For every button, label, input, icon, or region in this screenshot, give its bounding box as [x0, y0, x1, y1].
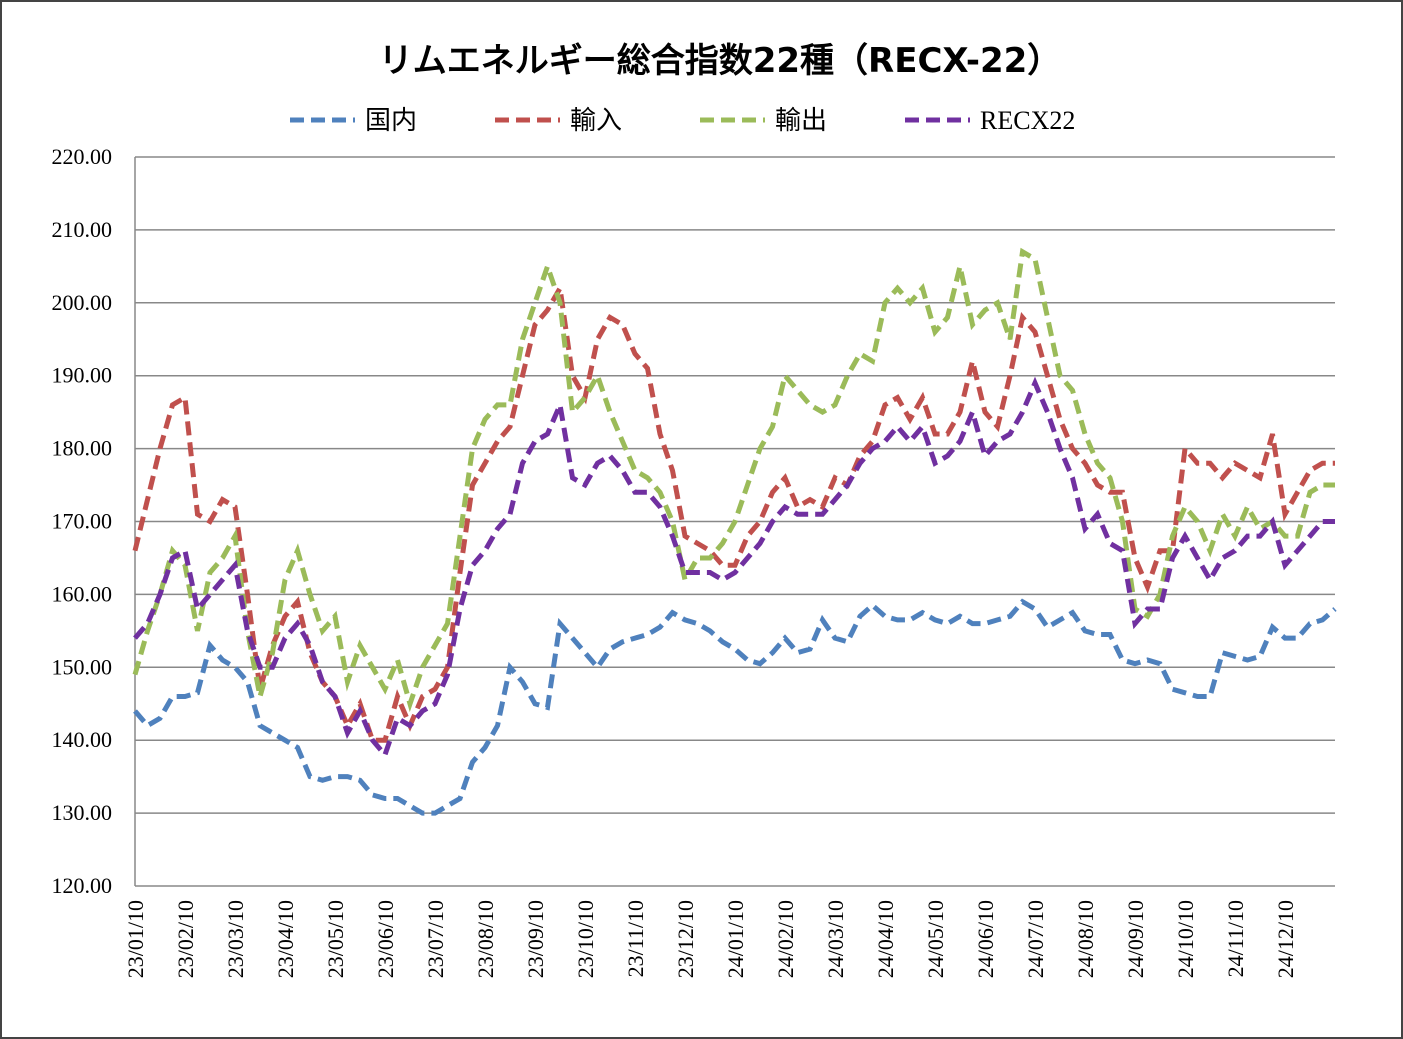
x-tick-label: 23/02/10: [173, 900, 198, 978]
chart-title: リムエネルギー総合指数22種（RECX-22）: [379, 41, 1062, 81]
x-tick-label: 24/03/10: [823, 900, 848, 978]
x-tick-label: 24/09/10: [1123, 900, 1148, 978]
legend-label: 国内: [365, 106, 417, 135]
y-tick-label: 120.00: [52, 873, 113, 898]
x-tick-label: 23/10/10: [573, 900, 598, 978]
y-tick-label: 170.00: [52, 509, 113, 534]
x-tick-label: 24/02/10: [773, 900, 798, 978]
x-tick-label: 24/06/10: [973, 900, 998, 978]
x-tick-label: 23/03/10: [223, 900, 248, 978]
x-tick-label: 23/04/10: [273, 900, 298, 978]
x-tick-label: 23/08/10: [473, 900, 498, 978]
x-tick-label: 23/12/10: [673, 900, 698, 978]
y-tick-label: 160.00: [52, 581, 113, 606]
y-tick-label: 190.00: [52, 363, 113, 388]
x-tick-label: 24/05/10: [923, 900, 948, 978]
series-line: [133, 598, 1337, 816]
series-line: [133, 376, 1335, 760]
x-tick-label: 23/07/10: [423, 900, 448, 978]
x-tick-label: 23/09/10: [523, 900, 548, 978]
legend-label: 輸入: [570, 106, 622, 135]
legend-label: RECX22: [980, 106, 1075, 135]
x-tick-label: 23/05/10: [323, 900, 348, 978]
x-tick-label: 24/07/10: [1023, 900, 1048, 978]
y-tick-label: 220.00: [52, 144, 113, 169]
x-tick-label: 24/11/10: [1223, 900, 1248, 977]
x-tick-label: 23/01/10: [123, 900, 148, 978]
y-tick-label: 130.00: [52, 800, 113, 825]
legend-label: 輸出: [775, 106, 827, 135]
y-tick-label: 140.00: [52, 727, 113, 752]
y-tick-label: 200.00: [52, 290, 113, 315]
x-tick-label: 24/01/10: [723, 900, 748, 978]
x-tick-label: 24/10/10: [1173, 900, 1198, 978]
y-tick-label: 210.00: [52, 217, 113, 242]
y-tick-label: 180.00: [52, 436, 113, 461]
x-tick-label: 23/11/10: [623, 900, 648, 977]
x-tick-label: 24/08/10: [1073, 900, 1098, 978]
x-tick-label: 24/04/10: [873, 900, 898, 978]
y-tick-label: 150.00: [52, 654, 113, 679]
x-tick-label: 24/12/10: [1273, 900, 1298, 978]
x-tick-label: 23/06/10: [373, 900, 398, 978]
